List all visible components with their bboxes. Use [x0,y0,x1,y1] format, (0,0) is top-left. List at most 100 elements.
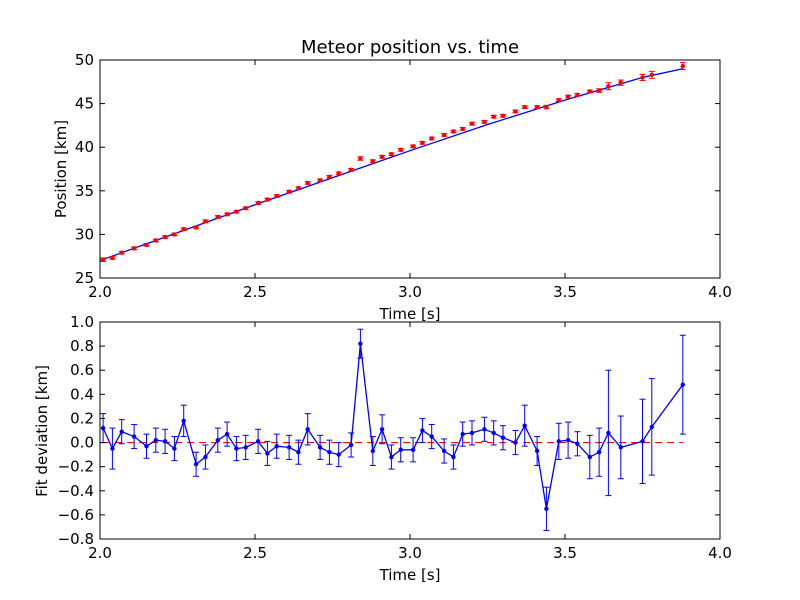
bottom-data-point [575,441,580,446]
bottom-data-point [181,418,186,424]
top-data-point [153,238,158,243]
bottom-xtick-label: 2.5 [243,544,267,562]
top-data-point [389,151,394,157]
top-plot-area [99,62,686,262]
bottom-data-point [243,445,248,450]
bottom-ytick-label: −0.8 [58,530,94,548]
top-data-point [522,104,527,110]
top-data-point [100,257,106,262]
bottom-data-point [274,443,279,449]
top-data-point [556,97,561,103]
top-data-point [296,185,301,191]
bottom-xtick-label: 4.0 [708,544,732,562]
top-data-point [215,214,220,220]
bottom-data-point [296,450,301,455]
top-data-point [575,92,580,98]
bottom-data-point [469,430,475,436]
bottom-ytick-label: −0.6 [58,506,94,524]
bottom-data-point [410,447,416,452]
bottom-data-point [482,427,487,432]
top-data-point [305,180,310,186]
top-data-point [441,132,447,138]
top-data-point [162,234,168,240]
bottom-data-point [513,440,518,445]
bottom-data-point [153,437,158,443]
top-axes-frame [99,59,721,279]
bottom-data-point [534,448,540,454]
top-data-point [265,197,270,202]
bottom-ytick-label: 0.4 [70,385,94,403]
bottom-data-point [379,427,385,432]
top-data-point [370,158,375,164]
bottom-data-point [460,431,465,437]
top-data-point [131,246,137,251]
bottom-data-point [110,446,115,451]
top-data-point [398,147,403,153]
top-ytick-label: 50 [75,51,94,69]
bottom-data-point [618,445,623,450]
bottom-data-point [265,451,270,456]
top-data-point [534,104,540,110]
top-ylabel: Position [km] [52,120,70,218]
top-data-point [274,193,279,199]
bottom-data-point [370,448,375,454]
top-ticks: 2.0 2.5 3.0 3.5 4.0 25 30 35 40 45 50 [75,51,732,301]
bottom-data-point [680,382,685,387]
bottom-ytick-label: 0.8 [70,337,94,355]
bottom-data-point [224,431,230,437]
bottom-data-point [398,447,403,452]
bottom-data-point [596,450,602,455]
bottom-data-point [305,427,310,432]
bottom-data-point [317,445,323,450]
bottom-data-point [193,462,199,467]
bottom-data-point [420,428,425,433]
bottom-data-point [144,443,149,449]
bottom-series-line [102,343,684,509]
bottom-data-point [522,423,527,428]
top-data-point [119,250,124,255]
top-data-point [587,89,592,94]
top-data-point [203,219,208,224]
bottom-ytick-label: −0.2 [58,458,94,476]
top-xtick-label: 2.0 [88,283,112,301]
top-ytick-label: 35 [75,182,94,200]
bottom-ytick-label: 0.0 [70,434,94,452]
bottom-data-point [162,439,168,444]
top-data-point [544,104,549,110]
bottom-ytick-label: 0.2 [70,409,94,427]
top-data-point [640,75,645,80]
top-xtick-label: 2.5 [243,283,267,301]
top-data-point [286,189,292,194]
top-xtick-label: 4.0 [708,283,732,301]
top-data-point [243,206,248,211]
top-data-point [224,212,230,217]
top-data-point [482,119,487,125]
bottom-data-point [565,437,571,443]
bottom-ytick-label: 1.0 [70,313,94,331]
top-ytick-label: 40 [75,138,94,156]
bottom-ytick-label: 0.6 [70,361,94,379]
top-data-point [469,121,475,126]
bottom-data-point [544,506,549,512]
top-xlabel: Time [s] [379,305,441,323]
top-data-point [110,255,115,261]
bottom-data-point [500,435,506,440]
top-data-point [491,114,496,119]
top-data-point [172,232,177,237]
top-data-point [596,88,602,93]
bottom-data-point [358,341,363,346]
bottom-data-point [234,446,239,451]
top-data-point [336,171,341,176]
bottom-data-point [336,452,341,457]
top-data-point [500,113,506,119]
top-data-point [649,72,654,78]
bottom-data-point [215,437,220,443]
bottom-data-point [172,446,177,451]
bottom-data-point [429,434,434,439]
bottom-data-point [100,425,106,431]
bottom-data-point [131,434,137,439]
top-ytick-label: 45 [75,95,94,113]
bottom-data-point [203,454,208,460]
top-data-point [680,63,685,69]
